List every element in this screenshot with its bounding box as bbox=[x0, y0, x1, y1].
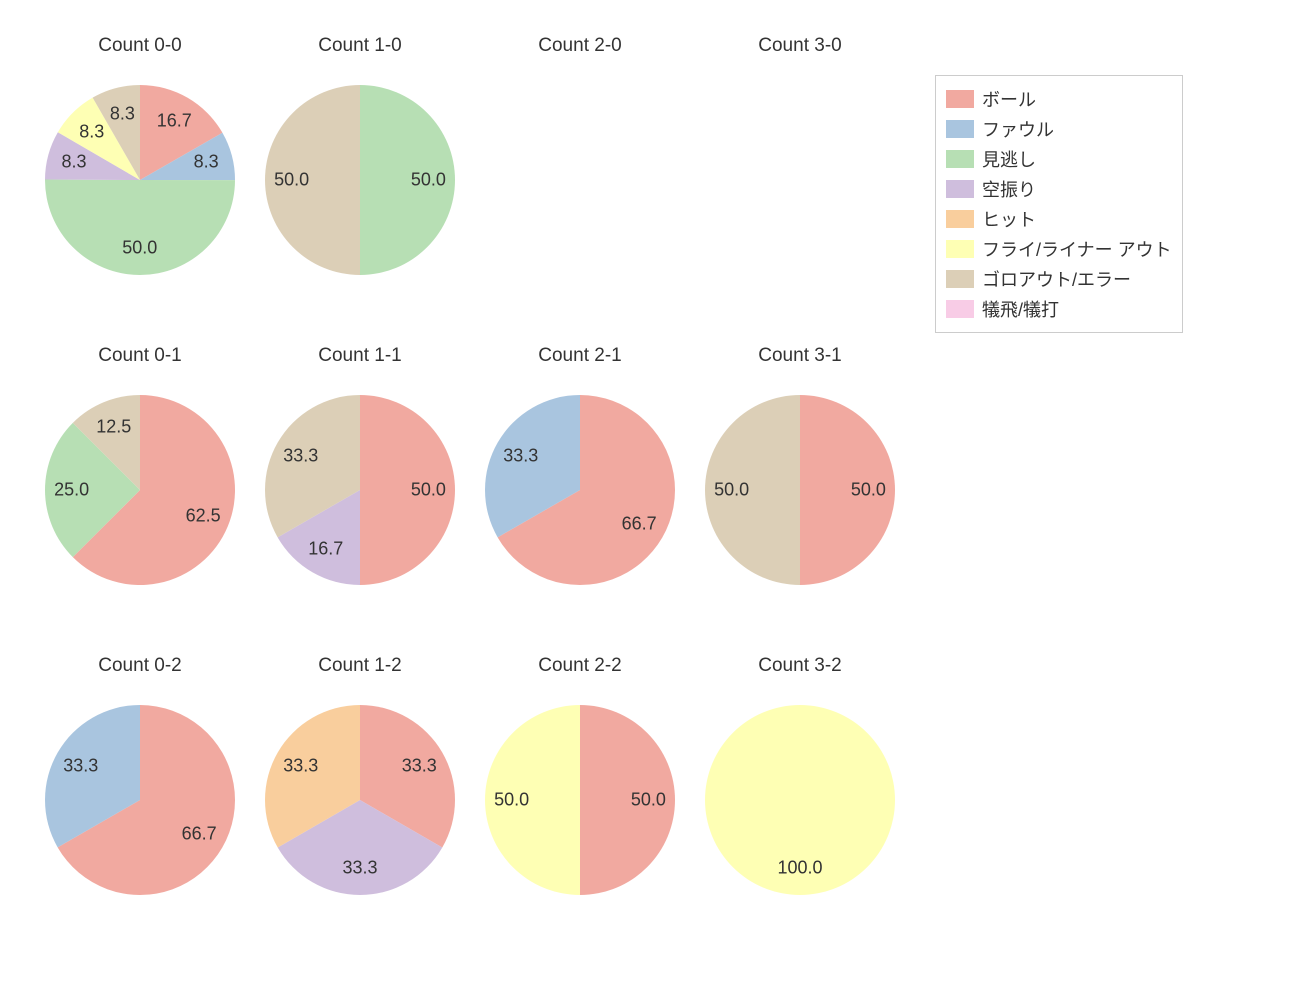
legend-item: 犠飛/犠打 bbox=[946, 294, 1172, 324]
legend-item: ゴロアウト/エラー bbox=[946, 264, 1172, 294]
legend-swatch bbox=[946, 210, 974, 228]
legend-item: ボール bbox=[946, 84, 1172, 114]
legend-swatch bbox=[946, 180, 974, 198]
pie-slice-label: 100.0 bbox=[777, 858, 822, 879]
legend-label: ヒット bbox=[982, 206, 1036, 232]
legend-label: 見逃し bbox=[982, 146, 1036, 172]
legend-label: ゴロアウト/エラー bbox=[982, 266, 1131, 292]
legend-swatch bbox=[946, 90, 974, 108]
legend-label: 犠飛/犠打 bbox=[982, 296, 1059, 322]
legend-label: ボール bbox=[982, 86, 1036, 112]
legend-item: ヒット bbox=[946, 204, 1172, 234]
legend-item: 見逃し bbox=[946, 144, 1172, 174]
legend-item: フライ/ライナー アウト bbox=[946, 234, 1172, 264]
legend-swatch bbox=[946, 300, 974, 318]
legend-swatch bbox=[946, 120, 974, 138]
legend-item: ファウル bbox=[946, 114, 1172, 144]
legend-label: フライ/ライナー アウト bbox=[982, 236, 1172, 262]
chart-grid: Count 0-016.78.350.08.38.38.3Count 1-050… bbox=[0, 0, 1300, 1000]
legend-label: 空振り bbox=[982, 176, 1036, 202]
legend: ボールファウル見逃し空振りヒットフライ/ライナー アウトゴロアウト/エラー犠飛/… bbox=[935, 75, 1183, 333]
legend-swatch bbox=[946, 150, 974, 168]
legend-swatch bbox=[946, 240, 974, 258]
legend-swatch bbox=[946, 270, 974, 288]
legend-item: 空振り bbox=[946, 174, 1172, 204]
legend-label: ファウル bbox=[982, 116, 1054, 142]
